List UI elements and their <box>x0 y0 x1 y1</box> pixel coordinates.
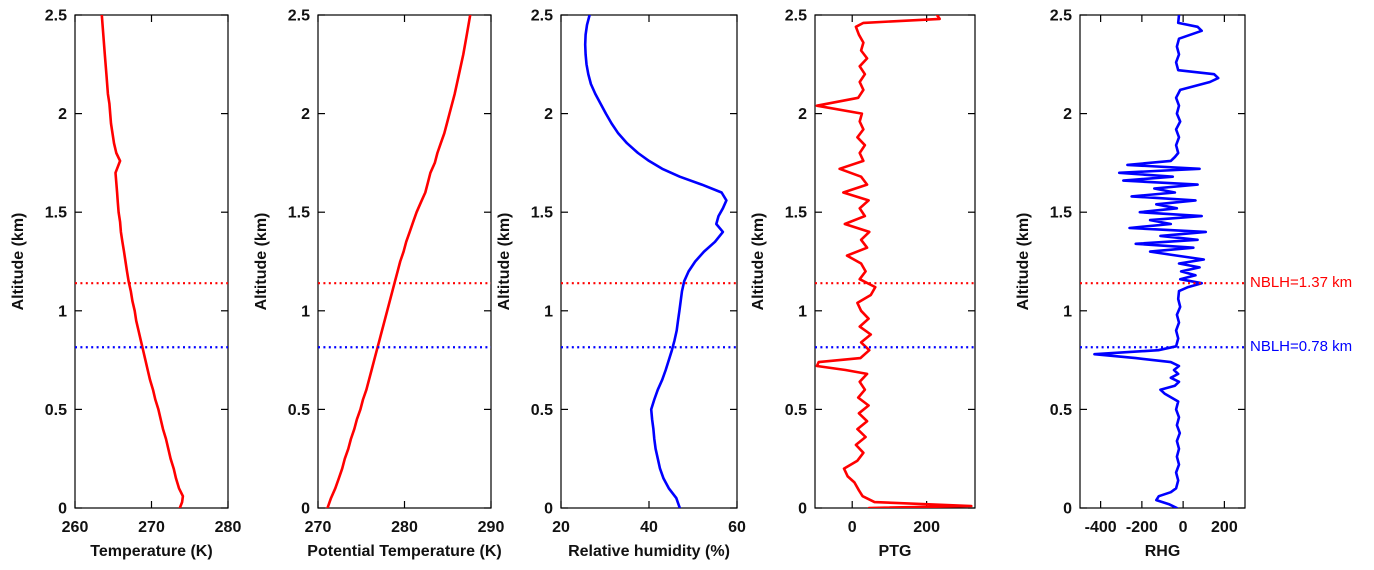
ptg-yaxis-label: Altitude (km) <box>750 213 767 311</box>
potential-temperature-ytick-label: 2.5 <box>288 8 310 25</box>
ptg-ytick-label: 2 <box>798 106 807 123</box>
relative-humidity-plot-frame <box>560 14 738 509</box>
ptg-ytick-label: 1.5 <box>785 205 807 222</box>
potential-temperature-panel: 270 280 290 0 0.5 1 1.5 2 2.5 Potential Temperatu… <box>253 8 504 561</box>
potential-temperature-xtick-label: 280 <box>391 519 418 536</box>
rhg-xaxis-label: RHG <box>1145 543 1181 560</box>
temperature-xaxis-label: Temperature (K) <box>90 543 212 560</box>
relative-humidity-ytick-label: 2.5 <box>531 8 553 25</box>
rhg-ytick-label: 1.5 <box>1050 205 1072 222</box>
temperature-ytick-label: 0 <box>58 501 67 518</box>
nblh-blue-label: NBLH=0.78 km <box>1250 338 1353 356</box>
relative-humidity-xtick-label: 20 <box>552 519 570 536</box>
relative-humidity-yaxis-label: Altitude (km) <box>496 213 513 311</box>
potential-temperature-ytick-label: 0 <box>301 501 310 518</box>
ptg-plot-frame <box>814 14 976 509</box>
temperature-xtick-label: 270 <box>138 519 165 536</box>
relative-humidity-ytick-label: 0.5 <box>531 402 553 419</box>
nblh-red-label: NBLH=1.37 km <box>1250 274 1353 292</box>
relative-humidity-xaxis-label: Relative humidity (%) <box>568 543 730 560</box>
temperature-ytick-label: 0.5 <box>45 402 67 419</box>
rhg-ytick-label: 2 <box>1063 106 1072 123</box>
ptg-ytick-label: 0 <box>798 501 807 518</box>
temperature-series-line <box>100 15 185 508</box>
rhg-plot-frame <box>1079 14 1246 509</box>
ptg-xaxis-label: PTG <box>879 543 912 560</box>
rhg-xtick-label: -200 <box>1126 519 1158 536</box>
rhg-xtick-label: 200 <box>1211 519 1238 536</box>
potential-temperature-xtick-label: 290 <box>478 519 505 536</box>
relative-humidity-xtick-label: 60 <box>728 519 746 536</box>
temperature-ytick-label: 1.5 <box>45 205 67 222</box>
temperature-ytick-label: 2 <box>58 106 67 123</box>
potential-temperature-ytick-label: 1.5 <box>288 205 310 222</box>
potential-temperature-xtick-label: 270 <box>305 519 332 536</box>
potential-temperature-series-line <box>326 15 472 508</box>
ptg-ytick-label: 2.5 <box>785 8 807 25</box>
rhg-panel: -400 -200 0 200 0 0.5 1 1.5 2 2.5 RHG Altitude (km) <box>1015 8 1246 560</box>
potential-temperature-yaxis-label: Altitude (km) <box>253 213 270 311</box>
potential-temperature-ytick-label: 0.5 <box>288 402 310 419</box>
temperature-ytick-label: 2.5 <box>45 8 67 25</box>
rhg-xtick-label: -400 <box>1085 519 1117 536</box>
potential-temperature-ytick-label: 1 <box>301 303 310 320</box>
temperature-ytick-label: 1 <box>58 303 67 320</box>
rhg-ytick-label: 2.5 <box>1050 8 1072 25</box>
temperature-panel: 260 270 280 0 0.5 1 1.5 2 2.5 Temperature (K) Alti… <box>10 8 241 561</box>
relative-humidity-ytick-label: 1.5 <box>531 205 553 222</box>
relative-humidity-panel: 20 40 60 0 0.5 1 1.5 2 2.5 Relative humidity (%) A… <box>496 8 746 561</box>
ptg-ytick-label: 1 <box>798 303 807 320</box>
temperature-xtick-label: 280 <box>215 519 242 536</box>
relative-humidity-ytick-label: 1 <box>544 303 553 320</box>
rhg-xtick-label: 0 <box>1179 519 1188 536</box>
ptg-xtick-label: 0 <box>848 519 857 536</box>
relative-humidity-series-line <box>583 15 728 508</box>
ptg-xtick-label: 200 <box>913 519 940 536</box>
ptg-ytick-label: 0.5 <box>785 402 807 419</box>
rhg-ytick-label: 0.5 <box>1050 402 1072 419</box>
relative-humidity-ytick-label: 0 <box>544 501 553 518</box>
rhg-ytick-label: 0 <box>1063 501 1072 518</box>
temperature-plot-frame <box>74 14 229 509</box>
relative-humidity-ytick-label: 2 <box>544 106 553 123</box>
relative-humidity-xtick-label: 40 <box>640 519 658 536</box>
potential-temperature-plot-frame <box>317 14 492 509</box>
potential-temperature-xaxis-label: Potential Temperature (K) <box>307 543 501 560</box>
rhg-ytick-label: 1 <box>1063 303 1072 320</box>
ptg-panel: 0 200 0 0.5 1 1.5 2 2.5 PTG Altitude (km) <box>750 8 976 560</box>
rhg-series-line <box>1093 15 1220 508</box>
ptg-series-line <box>815 15 973 508</box>
temperature-xtick-label: 260 <box>62 519 89 536</box>
potential-temperature-ytick-label: 2 <box>301 106 310 123</box>
rhg-yaxis-label: Altitude (km) <box>1015 213 1032 311</box>
temperature-yaxis-label: Altitude (km) <box>10 213 27 311</box>
